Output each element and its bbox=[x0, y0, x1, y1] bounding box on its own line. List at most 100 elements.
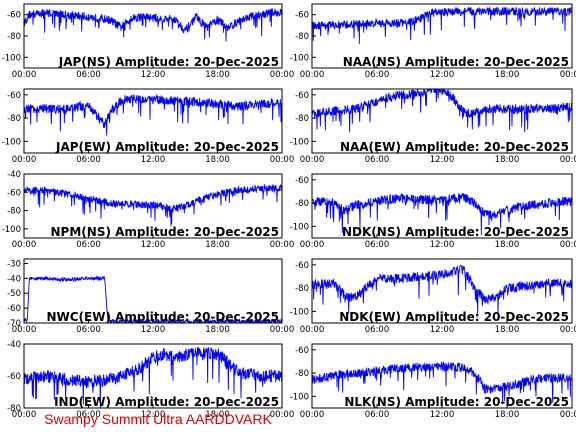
series-line bbox=[312, 192, 572, 236]
x-tick-label: 00:00 bbox=[270, 410, 295, 420]
x-tick-label: 00:00 bbox=[560, 325, 576, 335]
y-tick-label: -100 bbox=[290, 392, 309, 402]
y-tick-label: -60 bbox=[7, 304, 21, 314]
x-tick-label: 00:00 bbox=[270, 325, 295, 335]
x-tick-label: 00:00 bbox=[300, 155, 325, 165]
y-tick-label: -100 bbox=[2, 53, 21, 63]
series-line bbox=[312, 89, 572, 133]
y-tick-label: -60 bbox=[7, 11, 21, 21]
y-tick-label: -50 bbox=[7, 289, 21, 299]
x-tick-label: 06:00 bbox=[76, 410, 101, 420]
series-line bbox=[312, 6, 572, 44]
x-tick-label: 12:00 bbox=[141, 325, 166, 335]
y-tick-label: -100 bbox=[2, 225, 21, 235]
x-tick-label: 18:00 bbox=[205, 240, 230, 250]
y-tick-label: -40 bbox=[7, 340, 21, 350]
y-tick-label: -60 bbox=[7, 188, 21, 198]
series-line bbox=[24, 8, 282, 42]
y-tick-label: -40 bbox=[7, 170, 21, 180]
y-tick-label: -80 bbox=[7, 404, 21, 414]
panel-title: JAP(NS) Amplitude: 20-Dec-2025 bbox=[58, 55, 279, 69]
x-tick-label: 18:00 bbox=[495, 70, 520, 80]
y-tick-label: -60 bbox=[7, 372, 21, 382]
panel-title: NDK(NS) Amplitude: 20-Dec-2025 bbox=[342, 225, 569, 239]
x-tick-label: 12:00 bbox=[141, 410, 166, 420]
x-tick-label: 12:00 bbox=[430, 410, 455, 420]
series-line bbox=[24, 183, 282, 227]
y-tick-label: -80 bbox=[295, 369, 309, 379]
y-tick-label: -100 bbox=[290, 53, 309, 63]
panel-title: NPM(NS) Amplitude: 20-Dec-2025 bbox=[51, 225, 279, 239]
y-tick-label: -40 bbox=[7, 274, 21, 284]
x-tick-label: 12:00 bbox=[430, 155, 455, 165]
panel-title: NWC(EW) Amplitude: 20-Dec-2025 bbox=[46, 310, 279, 324]
y-tick-label: -60 bbox=[295, 261, 309, 271]
y-tick-label: -80 bbox=[295, 284, 309, 294]
x-tick-label: 00:00 bbox=[560, 410, 576, 420]
series-line bbox=[24, 346, 282, 408]
panel-title: NDK(EW) Amplitude: 20-Dec-2025 bbox=[339, 310, 569, 324]
y-tick-label: -60 bbox=[295, 346, 309, 356]
series-line bbox=[312, 264, 572, 316]
y-tick-label: -100 bbox=[2, 137, 21, 147]
x-tick-label: 06:00 bbox=[365, 240, 390, 250]
x-tick-label: 06:00 bbox=[76, 240, 101, 250]
x-tick-label: 00:00 bbox=[560, 155, 576, 165]
y-tick-label: -80 bbox=[7, 207, 21, 217]
x-tick-label: 00:00 bbox=[560, 240, 576, 250]
panel-7: -70 -60 -50 -40 -30 00:00 06:00 12:00 18:00 00:00… bbox=[7, 258, 295, 335]
x-tick-label: 00:00 bbox=[12, 155, 37, 165]
panel-title: JAP(EW) Amplitude: 20-Dec-2025 bbox=[55, 140, 279, 154]
x-tick-label: 18:00 bbox=[205, 70, 230, 80]
x-tick-label: 00:00 bbox=[270, 70, 295, 80]
x-tick-label: 12:00 bbox=[430, 70, 455, 80]
panel-title: NAA(EW) Amplitude: 20-Dec-2025 bbox=[340, 140, 569, 154]
x-tick-label: 18:00 bbox=[495, 325, 520, 335]
x-tick-label: 00:00 bbox=[12, 70, 37, 80]
x-tick-label: 00:00 bbox=[560, 70, 576, 80]
series-line bbox=[312, 361, 572, 405]
x-tick-label: 00:00 bbox=[12, 325, 37, 335]
y-tick-label: -80 bbox=[295, 32, 309, 42]
x-tick-label: 06:00 bbox=[365, 410, 390, 420]
x-tick-label: 12:00 bbox=[430, 325, 455, 335]
x-tick-label: 00:00 bbox=[270, 240, 295, 250]
x-tick-label: 06:00 bbox=[365, 155, 390, 165]
y-tick-label: -60 bbox=[7, 91, 21, 101]
panel-10: -100-80-6000:0006:0012:0018:0000:00NLK(N… bbox=[290, 343, 576, 420]
x-tick-label: 18:00 bbox=[205, 325, 230, 335]
x-tick-label: 12:00 bbox=[141, 240, 166, 250]
x-tick-label: 06:00 bbox=[76, 325, 101, 335]
x-tick-label: 06:00 bbox=[365, 325, 390, 335]
x-tick-label: 18:00 bbox=[205, 410, 230, 420]
x-tick-label: 12:00 bbox=[141, 70, 166, 80]
x-tick-label: 12:00 bbox=[430, 240, 455, 250]
y-tick-label: -70 bbox=[7, 319, 21, 329]
panel-8: -100-80-6000:0006:0012:0018:0000:00NDK(E… bbox=[290, 258, 576, 335]
x-tick-label: 00:00 bbox=[300, 70, 325, 80]
y-tick-label: -30 bbox=[7, 259, 21, 269]
panel-title: NAA(NS) Amplitude: 20-Dec-2025 bbox=[343, 55, 569, 69]
x-tick-label: 18:00 bbox=[205, 155, 230, 165]
footer-label: Swampy Summit Ultra AARDDVARK bbox=[44, 411, 272, 427]
y-tick-label: -100 bbox=[290, 222, 309, 232]
x-tick-label: 00:00 bbox=[300, 325, 325, 335]
y-tick-label: -80 bbox=[295, 199, 309, 209]
y-tick-label: -100 bbox=[290, 137, 309, 147]
x-tick-label: 00:00 bbox=[12, 240, 37, 250]
x-tick-label: 00:00 bbox=[270, 155, 295, 165]
y-tick-label: -60 bbox=[295, 176, 309, 186]
x-tick-label: 06:00 bbox=[365, 70, 390, 80]
panel-4: -100-80-6000:0006:0012:0018:0000:00NAA(E… bbox=[290, 88, 576, 165]
x-tick-label: 18:00 bbox=[495, 155, 520, 165]
x-tick-label: 06:00 bbox=[76, 155, 101, 165]
panel-6: -100-80-6000:0006:0012:0018:0000:00NDK(N… bbox=[290, 173, 576, 250]
x-tick-label: 12:00 bbox=[141, 155, 166, 165]
x-tick-label: 06:00 bbox=[76, 70, 101, 80]
x-tick-label: 00:00 bbox=[300, 240, 325, 250]
